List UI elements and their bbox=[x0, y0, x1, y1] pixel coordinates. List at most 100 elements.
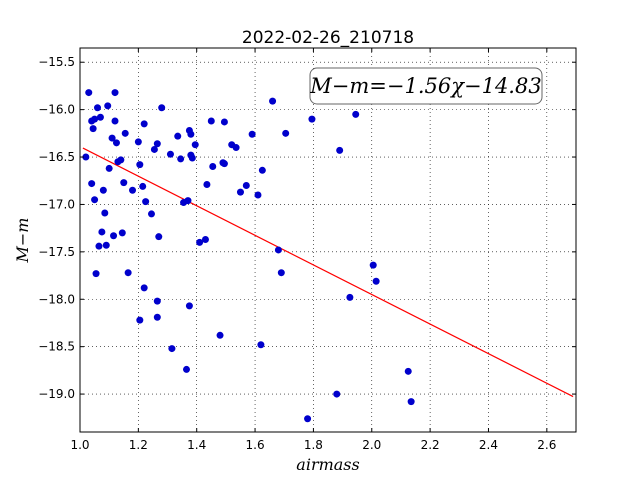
data-point bbox=[352, 110, 360, 118]
data-point bbox=[142, 198, 150, 206]
data-point bbox=[201, 236, 209, 244]
y-tick-label: −18.5 bbox=[38, 340, 75, 354]
data-point bbox=[177, 155, 185, 163]
data-point bbox=[105, 164, 113, 172]
data-point bbox=[104, 102, 112, 110]
data-point bbox=[216, 331, 224, 339]
annotation-box bbox=[309, 67, 543, 105]
y-tick-label: −18.0 bbox=[38, 292, 75, 306]
y-tick-label: −16.5 bbox=[38, 150, 75, 164]
data-point bbox=[91, 196, 99, 204]
x-tick-label: 2.6 bbox=[537, 438, 556, 452]
axis-ticks: 1.0 1.2 1.4 1.6 1.8 2.0 2.2 2.4 2.6 −15.5 −16.0 −16… bbox=[38, 48, 576, 452]
data-point bbox=[82, 153, 90, 161]
y-tick-label: −15.5 bbox=[38, 55, 75, 69]
data-point bbox=[277, 269, 285, 277]
grid bbox=[80, 48, 576, 432]
x-tick-label: 2.2 bbox=[421, 438, 440, 452]
data-point bbox=[191, 141, 199, 149]
data-point bbox=[129, 186, 137, 194]
data-point bbox=[85, 89, 93, 97]
data-point bbox=[140, 284, 148, 292]
x-axis-label: airmass bbox=[296, 455, 359, 474]
data-point bbox=[136, 161, 144, 169]
data-point bbox=[184, 197, 192, 205]
x-tick-label: 1.8 bbox=[304, 438, 323, 452]
data-point bbox=[102, 241, 110, 249]
data-point bbox=[174, 132, 182, 140]
data-point bbox=[407, 398, 415, 406]
data-point bbox=[269, 97, 277, 105]
data-point bbox=[147, 210, 155, 218]
data-point bbox=[369, 261, 377, 269]
data-point bbox=[112, 139, 120, 147]
data-point bbox=[124, 269, 132, 277]
x-tick-label: 1.4 bbox=[187, 438, 206, 452]
data-point bbox=[99, 186, 107, 194]
data-point bbox=[91, 115, 99, 123]
data-point bbox=[110, 232, 118, 240]
chart-title: 2022-02-26_210718 bbox=[242, 28, 414, 48]
data-point bbox=[121, 129, 129, 137]
data-point bbox=[96, 113, 104, 121]
data-point bbox=[134, 138, 142, 146]
data-point bbox=[108, 134, 116, 142]
data-point bbox=[153, 297, 161, 305]
data-point bbox=[118, 229, 126, 237]
data-point bbox=[207, 117, 215, 125]
data-point bbox=[88, 180, 96, 188]
data-point bbox=[136, 316, 144, 324]
data-point bbox=[220, 160, 228, 168]
data-point bbox=[98, 228, 106, 236]
data-point bbox=[150, 145, 158, 153]
y-tick-label: −17.5 bbox=[38, 245, 75, 259]
data-point bbox=[242, 181, 250, 189]
data-point bbox=[168, 345, 176, 353]
data-point bbox=[203, 181, 211, 189]
data-point bbox=[274, 246, 282, 254]
data-point bbox=[92, 270, 100, 278]
data-point bbox=[282, 129, 290, 137]
data-point bbox=[158, 104, 166, 112]
data-point bbox=[101, 209, 109, 217]
data-point bbox=[187, 130, 195, 138]
data-point bbox=[257, 341, 265, 349]
data-point bbox=[95, 242, 103, 250]
data-point bbox=[336, 146, 344, 154]
data-point bbox=[188, 154, 196, 162]
data-point bbox=[304, 415, 312, 423]
data-point bbox=[140, 120, 148, 128]
data-point bbox=[117, 156, 125, 164]
fit-line bbox=[82, 147, 574, 398]
plot-area bbox=[80, 48, 576, 432]
annotation-text: M−m=−1.56χ−14.83 bbox=[309, 74, 541, 98]
data-point bbox=[166, 150, 174, 158]
data-point bbox=[94, 104, 102, 112]
data-point bbox=[89, 125, 97, 133]
fit-annotation: M−m=−1.56χ−14.83 bbox=[309, 67, 543, 105]
data-point bbox=[258, 166, 266, 174]
data-point bbox=[111, 117, 119, 125]
data-point bbox=[248, 130, 256, 138]
data-point bbox=[333, 390, 341, 398]
data-point bbox=[236, 188, 244, 196]
data-point bbox=[372, 277, 380, 285]
data-points bbox=[82, 89, 415, 423]
data-point bbox=[254, 191, 262, 199]
data-point bbox=[209, 163, 217, 171]
plot-frame bbox=[79, 47, 577, 433]
x-tick-label: 1.2 bbox=[129, 438, 148, 452]
y-axis-label: M−m bbox=[13, 218, 32, 264]
data-point bbox=[346, 293, 354, 301]
data-point bbox=[185, 302, 193, 310]
data-point bbox=[153, 140, 161, 148]
data-point bbox=[220, 118, 228, 126]
data-point bbox=[182, 365, 190, 373]
data-point bbox=[139, 182, 147, 190]
data-point bbox=[232, 144, 240, 152]
x-tick-label: 1.0 bbox=[70, 438, 89, 452]
data-point bbox=[120, 179, 128, 187]
y-tick-label: −17.0 bbox=[38, 197, 75, 211]
x-tick-label: 1.6 bbox=[246, 438, 265, 452]
data-point bbox=[153, 313, 161, 321]
